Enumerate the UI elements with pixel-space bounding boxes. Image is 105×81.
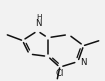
Text: H: H	[36, 14, 41, 20]
Text: N: N	[80, 58, 87, 67]
Text: N: N	[35, 19, 42, 28]
Text: Cl: Cl	[55, 69, 63, 78]
